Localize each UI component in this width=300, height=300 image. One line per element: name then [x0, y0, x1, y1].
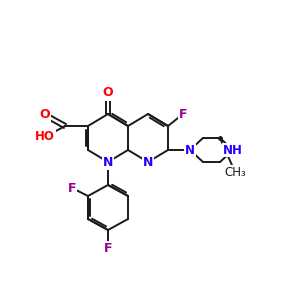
Text: NH: NH — [223, 143, 243, 157]
Text: F: F — [179, 107, 187, 121]
Text: O: O — [40, 109, 50, 122]
Text: N: N — [143, 155, 153, 169]
Text: F: F — [104, 242, 112, 254]
Text: CH₃: CH₃ — [224, 166, 246, 178]
Text: HO: HO — [35, 130, 55, 143]
Text: F: F — [68, 182, 76, 194]
Text: O: O — [103, 86, 113, 100]
Text: N: N — [103, 155, 113, 169]
Text: N: N — [185, 143, 195, 157]
